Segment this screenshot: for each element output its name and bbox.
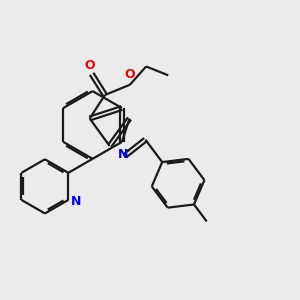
- Text: O: O: [124, 68, 135, 81]
- Text: N: N: [118, 148, 129, 161]
- Text: O: O: [84, 59, 94, 72]
- Text: N: N: [71, 195, 81, 208]
